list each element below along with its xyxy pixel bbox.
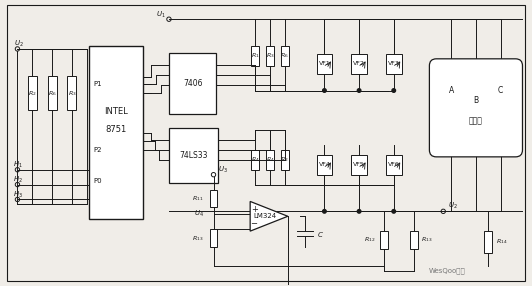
Bar [484,231,492,253]
Bar [266,46,274,66]
Circle shape [322,89,326,92]
Bar [169,128,219,183]
Bar [317,155,332,175]
Bar [210,190,218,207]
Text: 电动机: 电动机 [469,116,483,125]
Text: $R_{13}$: $R_{13}$ [421,236,433,245]
Text: $R_3$: $R_3$ [68,89,76,98]
Text: $U_1$: $U_1$ [156,10,166,20]
Text: $U_2$: $U_2$ [14,39,24,49]
Bar [317,54,332,74]
Bar [281,46,289,66]
Bar [251,46,259,66]
Text: $R_4$: $R_4$ [265,155,275,164]
Text: $U_4$: $U_4$ [194,209,204,219]
Text: $R_1$: $R_1$ [251,51,260,60]
Polygon shape [250,201,288,231]
Bar [68,76,77,110]
Bar [251,150,259,170]
Text: $C$: $C$ [317,230,323,239]
Text: $U_3$: $U_3$ [219,165,228,175]
Text: $R_4$: $R_4$ [251,155,260,164]
Bar [351,54,367,74]
Text: WesQoo维库: WesQoo维库 [428,267,465,274]
Text: 7406: 7406 [183,79,203,88]
Text: P2: P2 [94,147,102,153]
Text: P1: P1 [94,81,102,87]
Bar [48,76,56,110]
Text: −: − [251,219,257,228]
Text: VF2: VF2 [353,61,365,66]
Text: $H_3$: $H_3$ [13,189,23,200]
Text: $R_2$: $R_2$ [28,89,37,98]
Bar [89,46,143,219]
Bar [169,53,217,114]
Circle shape [358,210,361,213]
Bar [380,231,388,249]
Text: $H_2$: $H_2$ [13,174,23,185]
FancyBboxPatch shape [429,59,522,157]
Text: $R_{11}$: $R_{11}$ [192,194,204,203]
Bar [351,155,367,175]
Bar [281,150,289,170]
Bar [28,76,37,110]
Text: $R_{14}$: $R_{14}$ [496,238,508,247]
Text: VF3: VF3 [388,61,400,66]
Text: VF4: VF4 [319,162,330,167]
Text: $R_{13}$: $R_{13}$ [192,234,204,243]
Circle shape [392,210,395,213]
Text: C: C [498,86,503,95]
Text: A: A [448,86,454,95]
Text: $R_3$: $R_3$ [265,51,275,60]
Bar [386,155,402,175]
Text: +: + [251,205,257,214]
Text: VF6: VF6 [388,162,400,167]
Circle shape [322,210,326,213]
Text: 74LS33: 74LS33 [179,151,208,160]
Text: $R_{12}$: $R_{12}$ [364,236,376,245]
Text: $R_6$: $R_6$ [48,89,56,98]
Text: B: B [473,96,478,105]
Text: LM324: LM324 [253,213,277,219]
Text: $H_1$: $H_1$ [13,160,23,170]
Text: P0: P0 [94,178,102,184]
Text: VF5: VF5 [353,162,365,167]
Text: $R_2$: $R_2$ [280,155,289,164]
Text: $U_2$: $U_2$ [448,201,458,211]
Circle shape [358,89,361,92]
Text: 8751: 8751 [105,125,127,134]
Circle shape [392,89,395,92]
Bar [410,231,418,249]
Bar [210,229,218,247]
Bar [266,150,274,170]
Bar [386,54,402,74]
Text: VF1: VF1 [319,61,330,66]
Text: $R_6$: $R_6$ [280,51,289,60]
Text: INTEL: INTEL [104,107,128,116]
